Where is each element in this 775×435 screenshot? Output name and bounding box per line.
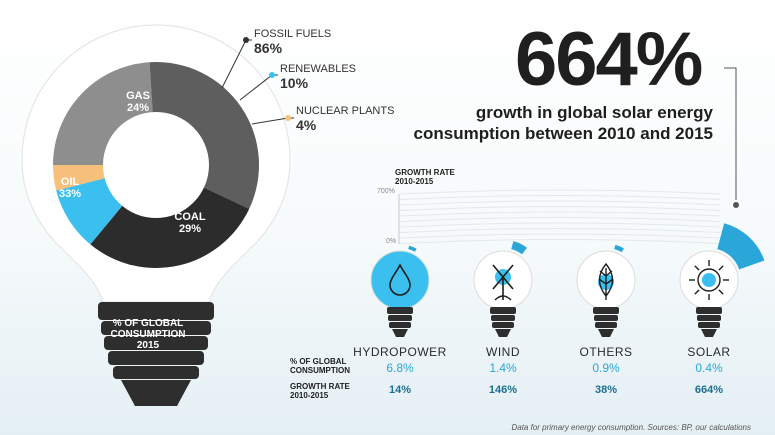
growth-title-line-2: 2010-2015 xyxy=(395,177,434,186)
slice-oil-name: OIL xyxy=(60,176,80,188)
scale-gridline xyxy=(399,233,721,239)
slice-coal-value: 29% xyxy=(178,223,202,235)
wind-turbine-icon xyxy=(492,264,514,301)
bulb-base-solar xyxy=(697,315,721,321)
headline-value: 664% xyxy=(515,17,703,102)
bulb-label-others: OTHERS xyxy=(579,345,633,359)
scale-min-label: 0% xyxy=(386,238,397,245)
share-value-solar: 0.4% xyxy=(695,361,723,375)
callout-renewables-value: 10% xyxy=(280,75,309,91)
share-value-others: 0.9% xyxy=(592,361,620,375)
callout-renewables-name: RENEWABLES xyxy=(280,63,357,75)
slice-oil-value: 33% xyxy=(58,188,82,200)
scale-gridline xyxy=(399,222,721,228)
growth-rate-title: GROWTH RATE 2010-2015 xyxy=(395,168,455,186)
slice-gas-value: 24% xyxy=(126,102,150,114)
bulb-tip-wind xyxy=(495,329,511,337)
slice-label-gas: GAS 24% xyxy=(113,90,163,114)
leaf-icon xyxy=(598,262,614,300)
bulb-base-solar xyxy=(696,307,722,314)
callout-nuclear: NUCLEAR PLANTS 4% xyxy=(296,105,394,133)
bulb-base-others xyxy=(595,322,617,328)
bulb-base-others xyxy=(593,307,619,314)
water-drop-icon xyxy=(389,263,411,296)
row-label-growth: GROWTH RATE 2010-2015 xyxy=(290,382,350,400)
pie-hole xyxy=(103,112,209,218)
headline-line-2: consumption between 2010 and 2015 xyxy=(413,124,713,143)
small-bulbs xyxy=(370,223,765,337)
footer-source: Data for primary energy consumption. Sou… xyxy=(511,423,751,432)
row-growth-line-2: 2010-2015 xyxy=(290,391,329,400)
bulb-base-hydropower xyxy=(388,315,412,321)
slice-label-coal: COAL 29% xyxy=(165,211,215,235)
growth-value-hydropower: 14% xyxy=(388,384,412,396)
scale-gridline xyxy=(399,211,721,217)
bulb-label-wind: WIND xyxy=(486,345,520,359)
growth-arc-hydropower xyxy=(408,245,417,252)
bulb-label-solar: SOLAR xyxy=(687,345,731,359)
bulb-glass-hydropower xyxy=(370,250,430,310)
callout-nuclear-value: 4% xyxy=(296,117,317,133)
growth-arc-wind xyxy=(511,241,527,255)
callout-nuclear-name: NUCLEAR PLANTS xyxy=(296,105,395,117)
bulb-base-label: % OF GLOBAL CONSUMPTION 2015 xyxy=(110,318,186,351)
slice-label-oil: OIL 33% xyxy=(45,176,95,200)
bulb-base-wind xyxy=(492,322,514,328)
row-growth-line-1: GROWTH RATE xyxy=(290,382,350,391)
bulb-base-wind xyxy=(491,315,515,321)
bulb-tip-solar xyxy=(701,329,717,337)
growth-value-wind: 146% xyxy=(488,384,518,396)
scale-gridline xyxy=(399,217,721,222)
bulb-base-solar xyxy=(698,322,720,328)
headline-line-1: growth in global solar energy xyxy=(475,103,713,122)
sun-icon xyxy=(689,260,729,300)
bulb-tip-hydropower xyxy=(392,329,408,337)
scale-gridline xyxy=(399,228,721,233)
share-value-wind: 1.4% xyxy=(489,361,517,375)
scale-gridline xyxy=(399,239,721,244)
slice-coal-name: COAL xyxy=(174,211,206,223)
callout-renewables: RENEWABLES 10% xyxy=(280,63,356,91)
bulb-base-hydropower xyxy=(389,322,411,328)
callout-lines xyxy=(221,37,739,208)
growth-scale xyxy=(398,189,721,244)
scale-gridline xyxy=(399,206,721,211)
row-share-line-1: % OF GLOBAL xyxy=(290,357,347,366)
scale-gridline xyxy=(399,200,721,206)
growth-value-others: 38% xyxy=(594,384,618,396)
growth-arc-solar xyxy=(717,223,765,270)
callout-fossil-fuels: FOSSIL FUELS 86% xyxy=(254,28,331,56)
scale-gridline xyxy=(399,195,721,200)
bulb-base-others xyxy=(594,315,618,321)
row-label-share: % OF GLOBAL CONSUMPTION xyxy=(290,357,350,375)
scale-max-label: 700% xyxy=(377,188,395,195)
growth-arc-others xyxy=(614,244,624,253)
bulb-label-hydropower: HYDROPOWER xyxy=(353,345,447,359)
bulb-base-wind xyxy=(490,307,516,314)
share-value-hydropower: 6.8% xyxy=(386,361,414,375)
row-share-line-2: CONSUMPTION xyxy=(290,366,350,375)
scale-gridline xyxy=(399,189,721,195)
callout-fossil-value: 86% xyxy=(254,40,283,56)
pie-slice-coal xyxy=(90,165,250,268)
bulb-base-hydropower xyxy=(387,307,413,314)
growth-title-line-1: GROWTH RATE xyxy=(395,168,455,177)
callout-fossil-name: FOSSIL FUELS xyxy=(254,28,332,40)
bulb-tip-others xyxy=(598,329,614,337)
slice-gas-name: GAS xyxy=(126,90,150,102)
growth-value-solar: 664% xyxy=(694,384,724,396)
